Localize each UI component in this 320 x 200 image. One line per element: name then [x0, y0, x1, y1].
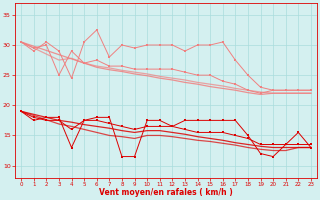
X-axis label: Vent moyen/en rafales ( km/h ): Vent moyen/en rafales ( km/h ) — [99, 188, 233, 197]
